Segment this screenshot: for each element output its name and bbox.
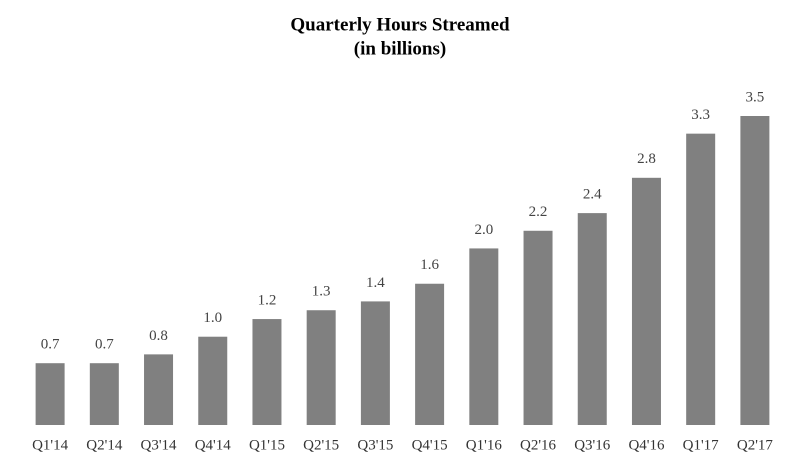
chart-subtitle: (in billions) xyxy=(354,38,446,59)
bar xyxy=(415,283,445,425)
value-label: 2.4 xyxy=(583,187,602,203)
bar xyxy=(252,319,282,425)
x-tick-label: Q2'15 xyxy=(303,437,339,453)
value-label: 2.2 xyxy=(529,204,548,220)
bar xyxy=(306,310,336,425)
value-label: 1.0 xyxy=(203,310,222,326)
value-label: 1.6 xyxy=(420,257,439,273)
x-tick-label: Q3'14 xyxy=(141,437,178,453)
x-tick-label: Q3'15 xyxy=(357,437,393,453)
bar xyxy=(577,213,607,425)
value-label: 0.7 xyxy=(41,337,60,353)
value-label: 0.8 xyxy=(149,328,168,344)
x-tick-label: Q2'17 xyxy=(737,437,774,453)
x-tick-label: Q2'16 xyxy=(520,437,557,453)
x-tick-label: Q1'14 xyxy=(32,437,69,453)
bar xyxy=(89,363,119,425)
bar xyxy=(198,336,228,425)
value-label: 3.3 xyxy=(691,107,710,123)
x-tick-label: Q1'17 xyxy=(683,437,720,453)
value-label: 0.7 xyxy=(95,337,114,353)
value-label: 1.4 xyxy=(366,275,385,291)
x-tick-label: Q4'15 xyxy=(412,437,448,453)
bar xyxy=(523,230,553,425)
x-tick-label: Q4'14 xyxy=(195,437,232,453)
bar xyxy=(35,363,65,425)
x-tick-label: Q4'16 xyxy=(628,437,665,453)
bar xyxy=(686,133,716,425)
x-tick-label: Q3'16 xyxy=(574,437,611,453)
value-label: 1.2 xyxy=(258,292,277,308)
value-label: 1.3 xyxy=(312,284,331,300)
bar xyxy=(360,301,390,425)
chart-title: Quarterly Hours Streamed xyxy=(290,14,510,35)
x-tick-label: Q1'15 xyxy=(249,437,285,453)
value-label: 2.0 xyxy=(474,222,493,238)
x-tick-label: Q2'14 xyxy=(86,437,123,453)
bar xyxy=(740,116,770,425)
bar xyxy=(469,248,499,425)
bar xyxy=(144,354,174,425)
value-label: 2.8 xyxy=(637,151,656,167)
bar xyxy=(631,177,661,425)
value-label: 3.5 xyxy=(746,89,765,105)
x-tick-label: Q1'16 xyxy=(466,437,503,453)
